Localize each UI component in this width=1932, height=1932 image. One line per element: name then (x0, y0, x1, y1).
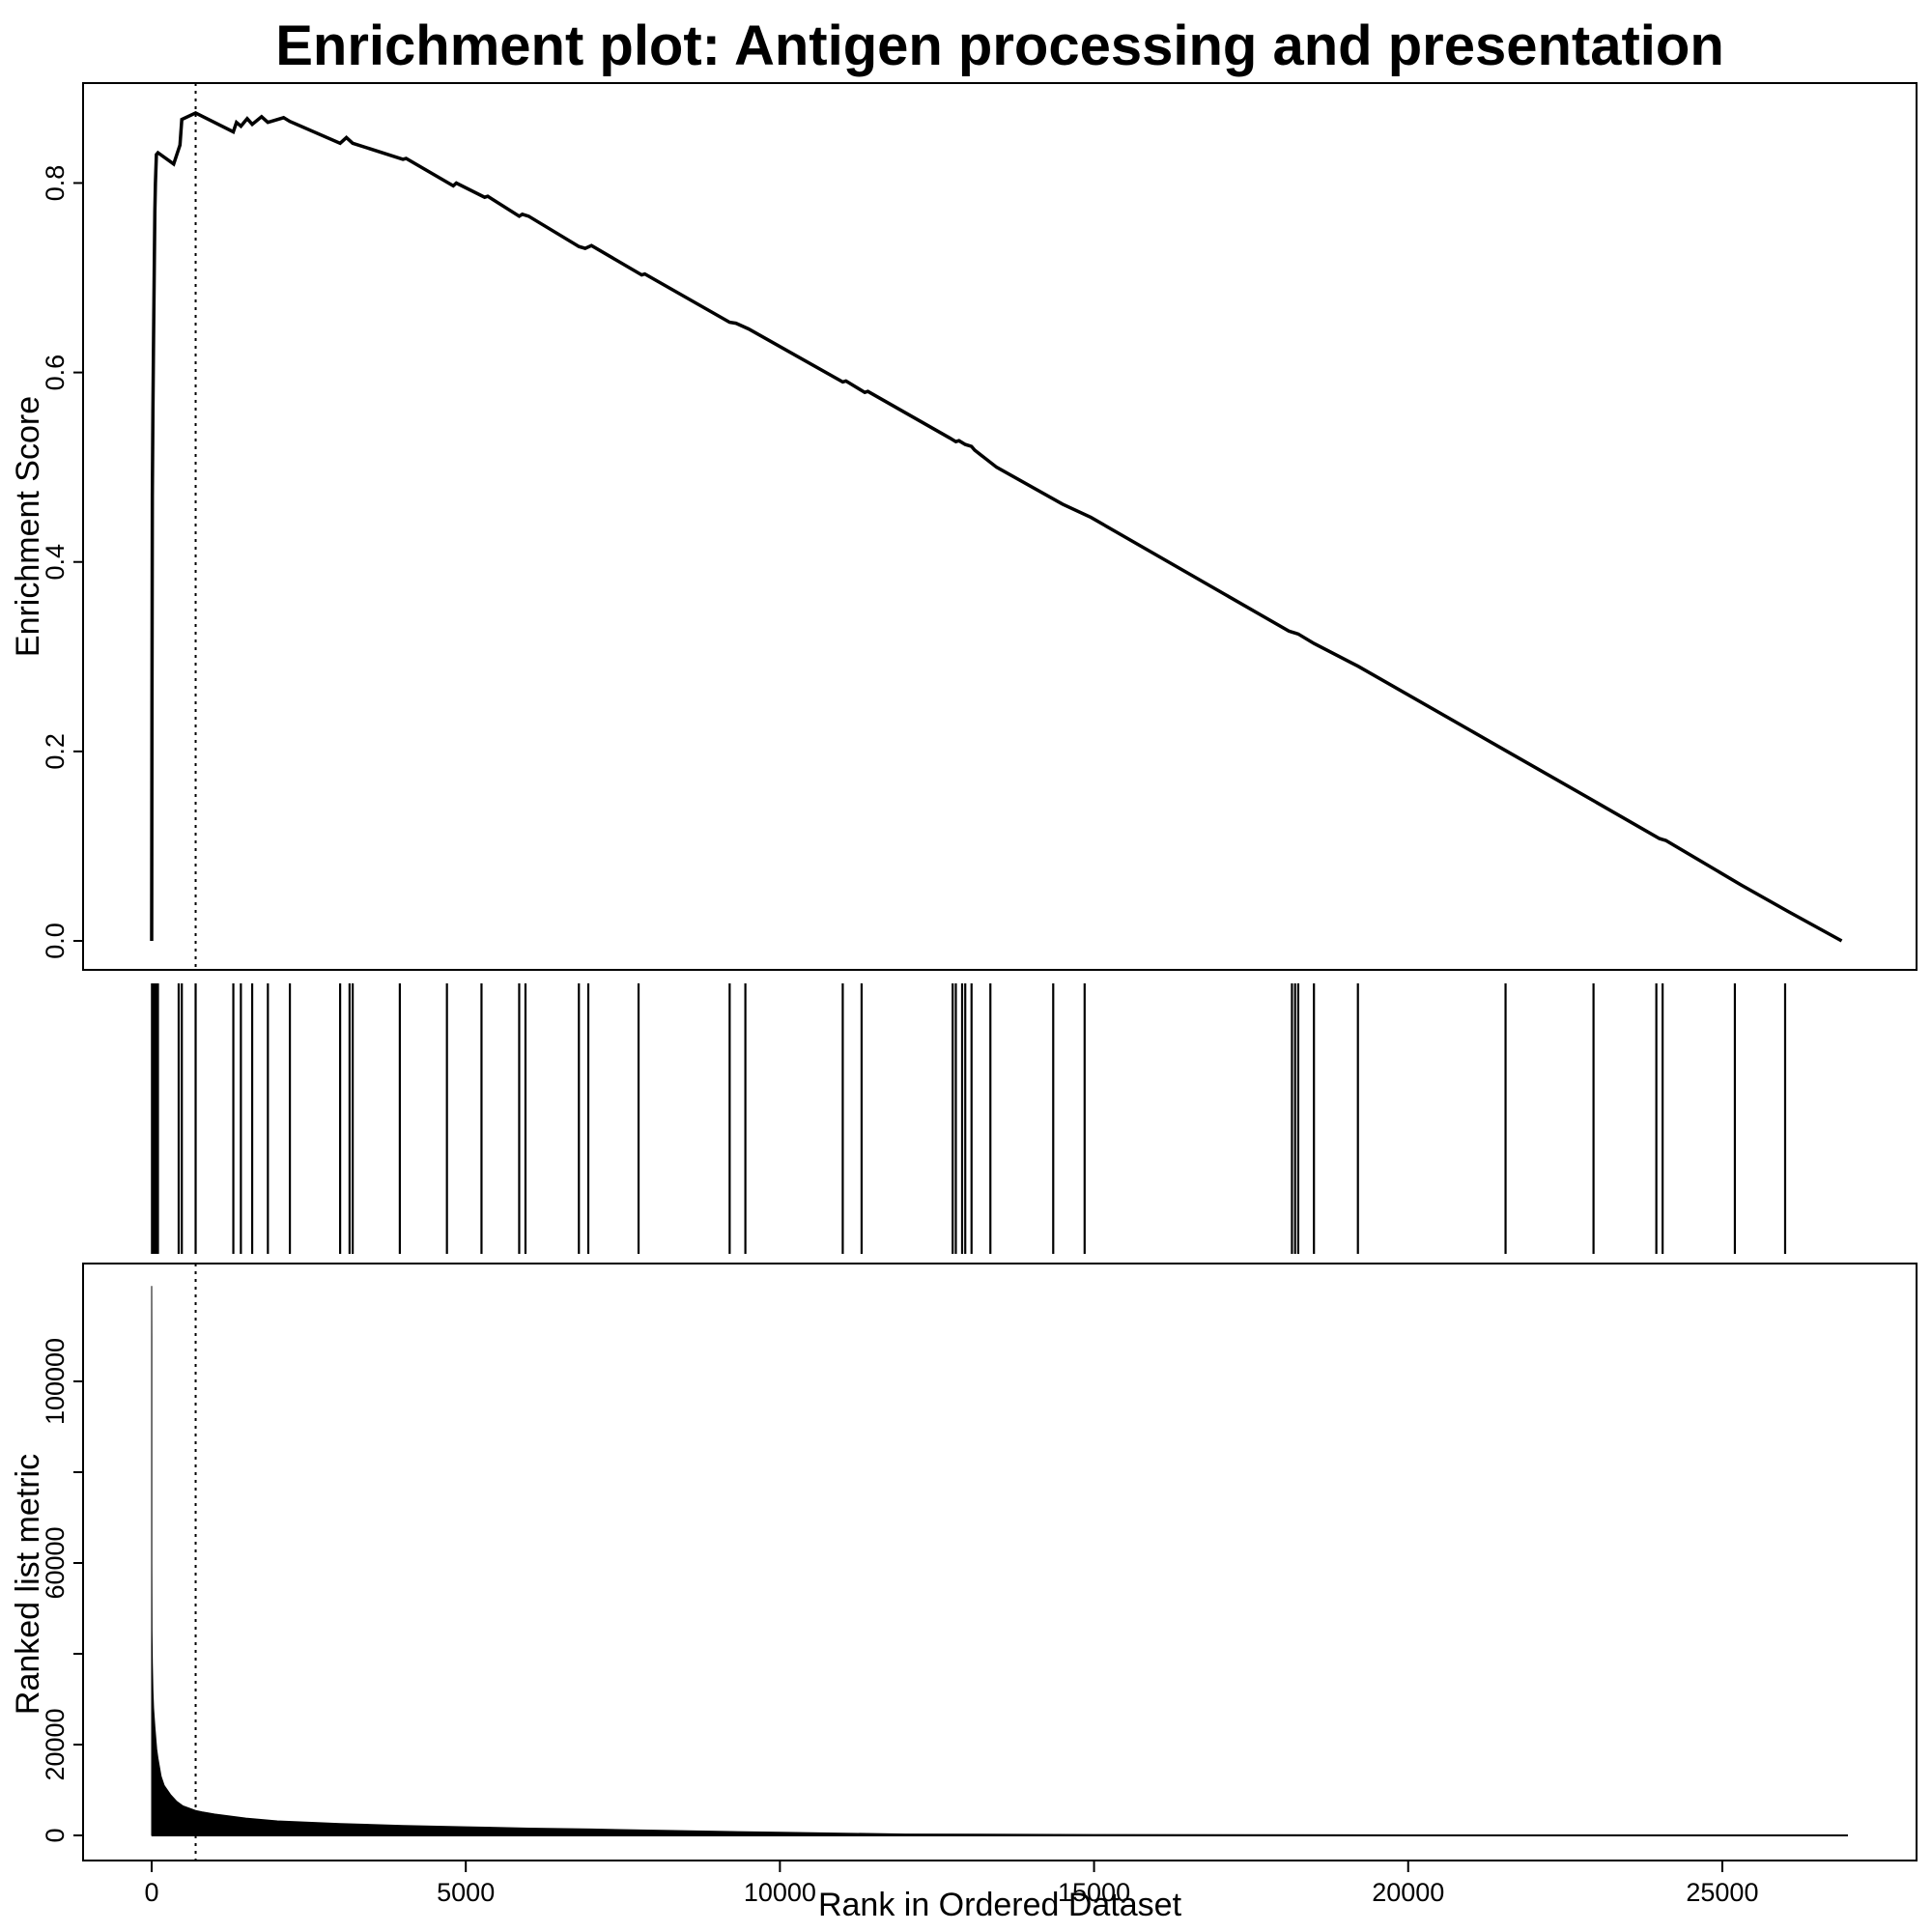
enrichment-score-line (150, 110, 1843, 943)
metric-panel-frame (82, 1263, 1918, 1861)
hit-barcode (151, 983, 1787, 1254)
x-axis: 0 5000 10000 15000 20000 25000 (144, 1861, 1758, 1907)
enrichment-y-tick-label: 0.8 (41, 165, 70, 202)
enrichment-y-tick-label: 0.6 (41, 355, 70, 391)
x-tick-label: 25000 (1686, 1878, 1758, 1907)
enrichment-y-axis-label: Enrichment Score (10, 396, 46, 657)
chart-title: Enrichment plot: Antigen processing and … (275, 14, 1724, 77)
x-tick-label: 15000 (1058, 1878, 1130, 1907)
x-tick-label: 20000 (1372, 1878, 1444, 1907)
x-tick-label: 10000 (744, 1878, 816, 1907)
enrichment-panel-frame (82, 82, 1918, 971)
enrichment-y-tick-label: 0.2 (41, 733, 70, 770)
enrichment-y-tick-label: 0.0 (41, 923, 70, 959)
enrichment-y-axis: 0.0 0.2 0.4 0.6 0.8 (41, 165, 83, 959)
metric-y-tick-label: 100000 (41, 1338, 70, 1425)
metric-y-axis-label: Ranked list metric (10, 1454, 46, 1715)
x-axis-label: Rank in Ordered Dataset (818, 1887, 1182, 1923)
metric-y-tick-label: 0 (41, 1828, 70, 1842)
metric-y-tick-label: 60000 (41, 1526, 70, 1599)
x-tick-label: 5000 (437, 1878, 495, 1907)
x-tick-label: 0 (144, 1878, 158, 1907)
metric-y-axis: 0 20000 60000 100000 (41, 1338, 83, 1843)
metric-y-tick-label: 20000 (41, 1708, 70, 1780)
ranked-metric-area (151, 1286, 1849, 1836)
enrichment-y-tick-label: 0.4 (41, 544, 70, 581)
